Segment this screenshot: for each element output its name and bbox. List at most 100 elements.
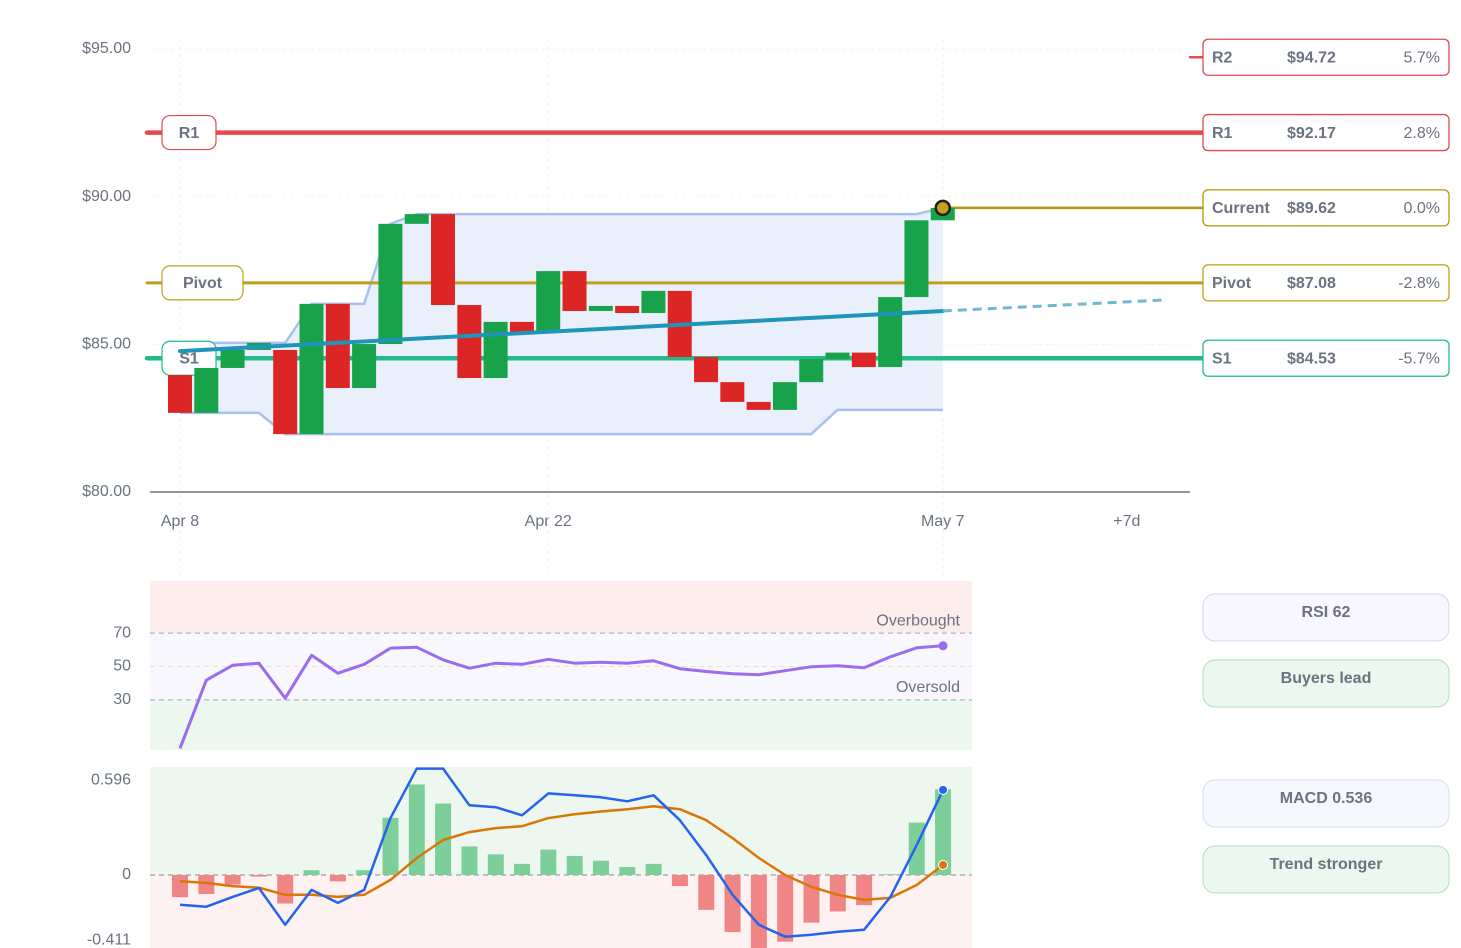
level-value: $84.53 <box>1287 350 1336 367</box>
histogram-bar <box>777 874 794 942</box>
x-tick-label: Apr 22 <box>525 513 572 530</box>
level-change: 2.8% <box>1404 125 1440 142</box>
candle-body <box>167 375 192 413</box>
histogram-bar <box>856 874 873 906</box>
candle-body <box>536 271 561 332</box>
y-tick-label: -0.411 <box>87 931 131 948</box>
histogram-bar <box>803 874 820 923</box>
histogram-bar <box>540 849 557 875</box>
level-chip <box>161 114 217 151</box>
x-tick-label: May 7 <box>921 513 965 530</box>
level-name: Current <box>1212 200 1270 217</box>
macd-panel <box>150 767 972 948</box>
histogram-bar <box>829 874 846 912</box>
candle-body <box>588 305 613 311</box>
level-box <box>1202 38 1450 76</box>
histogram-bar <box>724 874 741 933</box>
level-change: 5.7% <box>1404 49 1440 66</box>
histogram-bar <box>566 855 583 875</box>
histogram-bar <box>514 863 531 875</box>
badge: RSI 62 <box>1302 604 1351 621</box>
level-change: -5.7% <box>1398 350 1440 367</box>
y-tick-label: $85.00 <box>82 336 131 353</box>
y-tick-label: 70 <box>113 624 131 641</box>
level-chip-label: R1 <box>179 125 200 142</box>
y-tick-label: $95.00 <box>82 40 131 57</box>
level-chip-label: Pivot <box>183 275 223 292</box>
macd-dot <box>938 859 949 870</box>
histogram-bar <box>382 817 399 875</box>
price-panel: $80.00 $85.00 $90.00 $95.00 Apr 8 Apr 22 May 7… <box>82 40 1206 578</box>
annotation: Oversold <box>896 679 960 696</box>
level-box <box>1202 189 1450 227</box>
histogram-bar <box>171 874 188 898</box>
histogram-bar <box>750 874 767 948</box>
candle-body <box>325 303 350 389</box>
histogram-bar <box>408 784 425 875</box>
level-change: -2.8% <box>1398 275 1440 292</box>
y-tick-label: 50 <box>113 658 131 675</box>
candle-body <box>352 344 377 389</box>
histogram-bar <box>250 874 267 877</box>
y-tick-label: $80.00 <box>82 483 131 500</box>
zone-high <box>150 581 972 634</box>
candle-body <box>378 223 403 345</box>
candle-body <box>851 352 876 368</box>
candle-body <box>720 382 745 402</box>
candle-body <box>904 220 929 298</box>
y-tick-label: 30 <box>113 691 131 708</box>
histogram-bar <box>592 860 609 875</box>
candle-body <box>878 297 903 368</box>
candle-body <box>483 321 508 379</box>
level-chip <box>161 265 244 301</box>
y-tick-label: 0.596 <box>91 772 131 789</box>
x-tick-label: +7d <box>1113 513 1140 530</box>
candle-body <box>562 271 587 311</box>
level-value: $92.17 <box>1287 125 1336 142</box>
note: Buyers lead <box>1281 670 1372 687</box>
histogram-bar <box>329 874 346 882</box>
histogram-bar <box>461 846 478 875</box>
histogram-bar <box>645 863 662 875</box>
level-box <box>1202 339 1450 377</box>
candle-body <box>641 290 666 314</box>
histogram-bar <box>303 870 320 875</box>
level-name: S1 <box>1212 350 1232 367</box>
rsi-line <box>178 644 944 749</box>
histogram-bar <box>224 874 241 885</box>
histogram-bar <box>198 874 215 895</box>
level-box <box>1202 264 1450 302</box>
rsi-dot <box>938 641 948 651</box>
level-name: R1 <box>1212 125 1233 142</box>
macd-dot <box>938 784 949 795</box>
histogram-bar <box>882 874 899 875</box>
candle-body <box>746 401 771 410</box>
trend-line <box>178 309 945 354</box>
annotation: Overbought <box>876 612 960 629</box>
candle-body <box>615 305 640 314</box>
candle-body <box>825 352 850 360</box>
candle-body <box>509 321 534 332</box>
side-panel: R2 $94.72 5.7% R1 $92.17 2.8% Current $89.62 0.0… <box>1202 38 1450 894</box>
candle-body <box>299 303 324 435</box>
y-tick-label: 0 <box>122 866 131 883</box>
note-box <box>1202 845 1450 894</box>
histogram-bar <box>619 867 636 875</box>
macd-line <box>179 767 945 938</box>
level-value: $89.62 <box>1287 200 1336 217</box>
badge-box <box>1202 779 1450 828</box>
level-name: Pivot <box>1212 275 1252 292</box>
histogram-bar <box>487 854 504 875</box>
level-chip-label: S1 <box>179 350 199 367</box>
candle-body <box>694 357 719 383</box>
candle-body <box>772 382 797 410</box>
level-value: $87.08 <box>1287 275 1336 292</box>
level-change: 0.0% <box>1404 200 1440 217</box>
note-box <box>1202 659 1450 708</box>
candle-body <box>194 367 219 413</box>
zone-low <box>150 699 972 750</box>
y-tick-label: $90.00 <box>82 188 131 205</box>
histogram-bar <box>356 870 373 875</box>
trend-projection <box>942 298 1164 313</box>
